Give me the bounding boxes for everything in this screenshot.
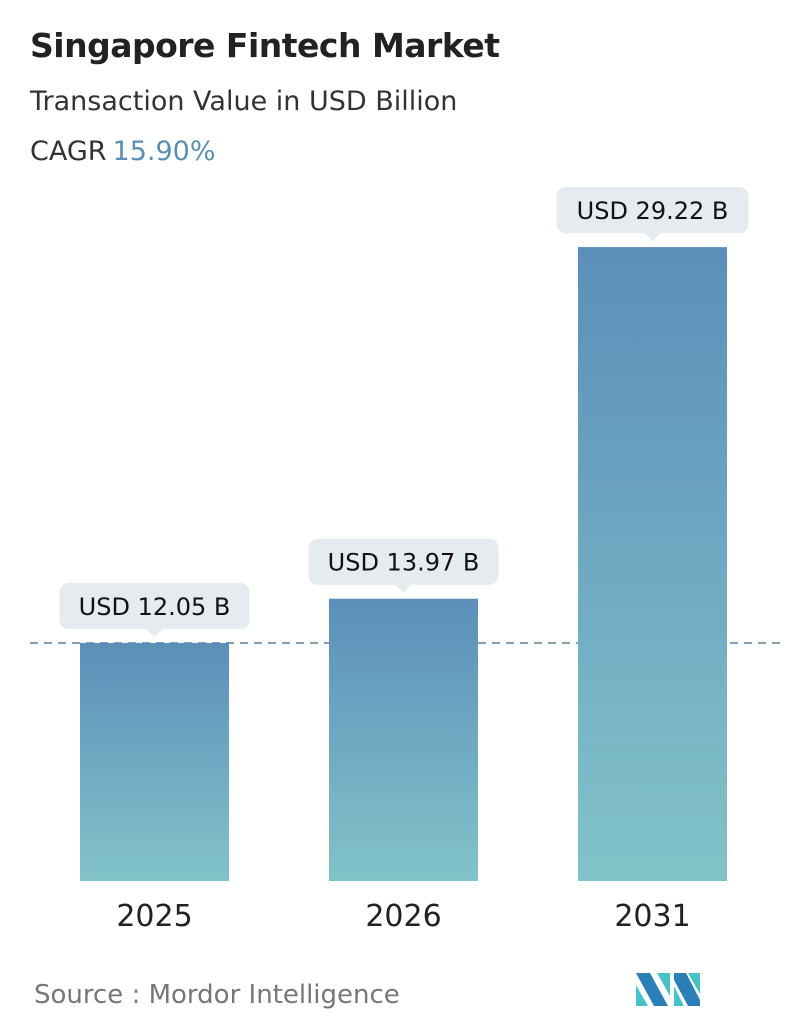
data-label: USD 12.05 B bbox=[79, 593, 231, 621]
bar-2025 bbox=[80, 643, 229, 881]
x-tick-label: 2025 bbox=[116, 899, 192, 934]
data-label-box bbox=[556, 187, 749, 234]
chart-subtitle: Transaction Value in USD Billion bbox=[30, 86, 458, 117]
cagr-value: 15.90% bbox=[112, 136, 216, 167]
data-label-box bbox=[308, 538, 499, 585]
chart-title: Singapore Fintech Market bbox=[30, 26, 500, 65]
source-text: Source : Mordor Intelligence bbox=[34, 980, 400, 1010]
cagr: CAGR 15.90% bbox=[30, 136, 215, 167]
x-tick-label: 2031 bbox=[614, 899, 690, 934]
data-label: USD 13.97 B bbox=[328, 549, 480, 577]
data-label: USD 29.22 B bbox=[577, 197, 729, 225]
data-label-pointer bbox=[644, 233, 661, 242]
cagr-label: CAGR bbox=[30, 136, 107, 167]
x-tick-label: 2026 bbox=[365, 899, 441, 934]
bar-2031 bbox=[578, 247, 727, 882]
data-label-pointer bbox=[146, 629, 163, 638]
data-label-box bbox=[59, 583, 250, 630]
data-label-pointer bbox=[395, 584, 412, 593]
bar-2026 bbox=[329, 598, 478, 881]
